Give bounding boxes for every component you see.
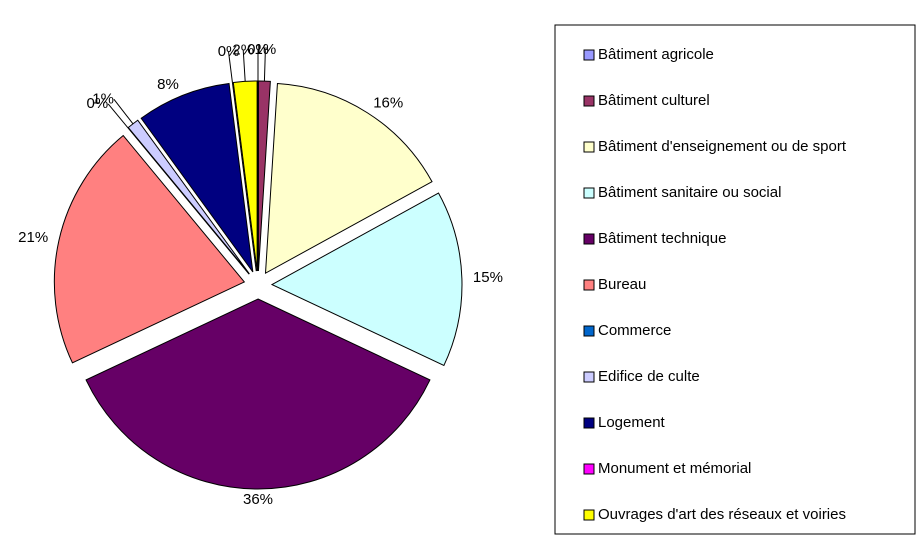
data-label: 0% bbox=[87, 95, 109, 112]
data-label: 8% bbox=[157, 76, 179, 93]
legend-box bbox=[554, 24, 916, 535]
pie-slice bbox=[53, 134, 246, 364]
legend-swatch bbox=[583, 371, 595, 383]
legend-swatch bbox=[583, 95, 595, 107]
legend-label: Monument et mémorial bbox=[598, 460, 751, 477]
legend-swatch bbox=[583, 509, 595, 521]
legend-label: Bâtiment technique bbox=[598, 230, 726, 247]
pie-slice bbox=[127, 119, 250, 275]
data-label: 21% bbox=[18, 229, 48, 246]
leader-line bbox=[107, 103, 129, 129]
legend-swatch bbox=[583, 463, 595, 475]
legend-label: Bureau bbox=[598, 276, 646, 293]
legend-swatch bbox=[583, 233, 595, 245]
data-label: 0% bbox=[247, 41, 269, 58]
legend-label: Bâtiment agricole bbox=[598, 46, 714, 63]
legend-label: Edifice de culte bbox=[598, 368, 700, 385]
data-label: 16% bbox=[373, 94, 403, 111]
pie-slice bbox=[270, 192, 463, 367]
pie-slice bbox=[85, 298, 431, 490]
legend-label: Bâtiment culturel bbox=[598, 92, 710, 109]
legend-swatch bbox=[583, 141, 595, 153]
data-label: 0% bbox=[218, 43, 240, 60]
leader-line bbox=[113, 99, 134, 125]
leader-line bbox=[263, 50, 266, 82]
legend-label: Bâtiment sanitaire ou social bbox=[598, 184, 781, 201]
pie-slice bbox=[140, 82, 254, 273]
data-label: 1% bbox=[92, 90, 114, 107]
legend-swatch bbox=[583, 417, 595, 429]
data-label: 1% bbox=[255, 41, 277, 58]
data-label: 15% bbox=[473, 269, 503, 286]
legend-swatch bbox=[583, 49, 595, 61]
legend-label: Bâtiment d'enseignement ou de sport bbox=[598, 138, 847, 155]
legend-swatch bbox=[583, 187, 595, 199]
legend-label: Ouvrages d'art des réseaux et voiries bbox=[598, 506, 846, 523]
data-label: 36% bbox=[243, 491, 273, 508]
leader-line bbox=[242, 50, 246, 82]
legend-label: Commerce bbox=[598, 322, 671, 339]
data-label: 2% bbox=[232, 41, 254, 58]
pie-slice bbox=[264, 83, 433, 275]
legend-swatch bbox=[583, 325, 595, 337]
legend-swatch bbox=[583, 279, 595, 291]
legend-label: Logement bbox=[598, 414, 666, 431]
leader-line bbox=[228, 51, 233, 83]
